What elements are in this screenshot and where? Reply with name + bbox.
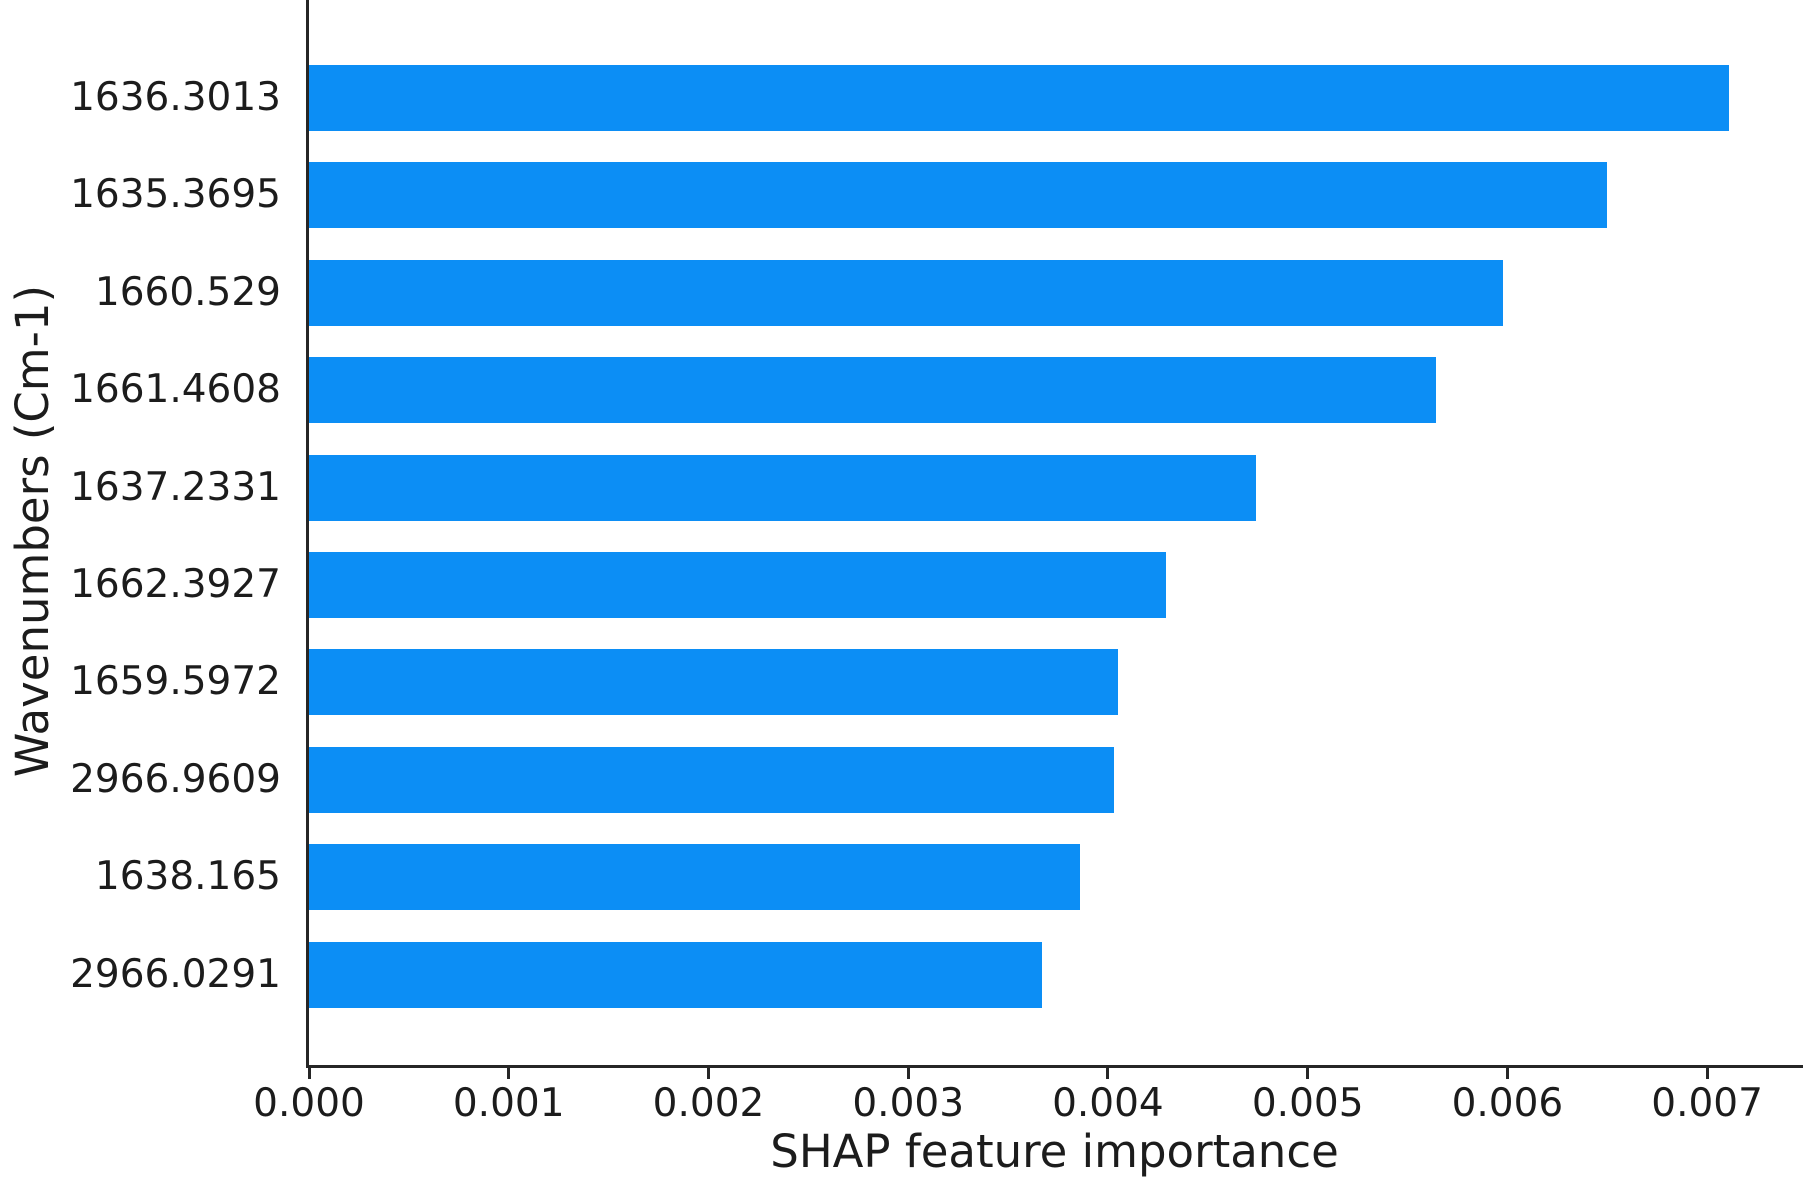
x-tick-label: 0.007	[1651, 1081, 1763, 1126]
y-tick-label: 1661.4608	[70, 367, 281, 413]
y-tick-label: 1636.3013	[70, 75, 281, 120]
x-tick-mark	[707, 1068, 710, 1079]
y-tick-label: 1662.3927	[70, 562, 281, 607]
x-tick-label: 0.002	[652, 1081, 765, 1126]
plot-area	[306, 0, 1803, 1068]
y-axis-tick-labels: 1636.3013 1635.3695 1660.529 1661.4608 1637.…	[0, 0, 288, 1068]
x-tick-mark	[906, 1068, 910, 1079]
bar-2966.0291	[309, 941, 1042, 1008]
x-tick-mark	[1106, 1068, 1110, 1079]
x-tick-label: 0.003	[852, 1081, 965, 1126]
bar-1659.5972	[309, 649, 1118, 716]
bar-1662.3927	[309, 552, 1166, 618]
y-tick-label: 1660.529	[94, 269, 281, 315]
y-tick-label: 1638.165	[94, 854, 281, 900]
x-tick-mark	[1705, 1068, 1709, 1079]
bar-1637.2331	[309, 454, 1256, 521]
bar-1660.529	[309, 259, 1504, 326]
x-tick-label: 0.006	[1451, 1081, 1564, 1126]
bar-1635.3695	[309, 162, 1608, 229]
bar-1636.3013	[309, 65, 1730, 131]
y-tick-label: 1637.2331	[70, 464, 281, 510]
y-tick-label: 1635.3695	[70, 172, 281, 218]
x-tick-label: 0.005	[1251, 1081, 1364, 1126]
x-tick-label: 0.000	[253, 1081, 365, 1126]
x-tick-mark	[307, 1068, 311, 1079]
y-tick-label: 1659.5972	[70, 659, 281, 705]
bar-1638.165	[309, 844, 1080, 911]
bar-2966.9609	[309, 746, 1114, 813]
x-tick-mark	[1505, 1068, 1509, 1079]
bar-1661.4608	[309, 357, 1436, 424]
y-axis-label: Wavenumbers (Cm-1)	[6, 284, 59, 778]
y-tick-label: 2966.9609	[70, 756, 281, 802]
x-axis: 0.000 0.001 0.002 0.003 0.004 0.005 0.006 0.007	[253, 1068, 1803, 1190]
x-tick-mark	[1306, 1068, 1310, 1079]
x-tick-label: 0.004	[1052, 1081, 1164, 1126]
x-tick-mark	[507, 1068, 511, 1079]
x-axis-label: SHAP feature importance	[770, 1125, 1339, 1178]
x-tick-label: 0.001	[452, 1081, 565, 1126]
y-tick-label: 2966.0291	[70, 951, 281, 997]
